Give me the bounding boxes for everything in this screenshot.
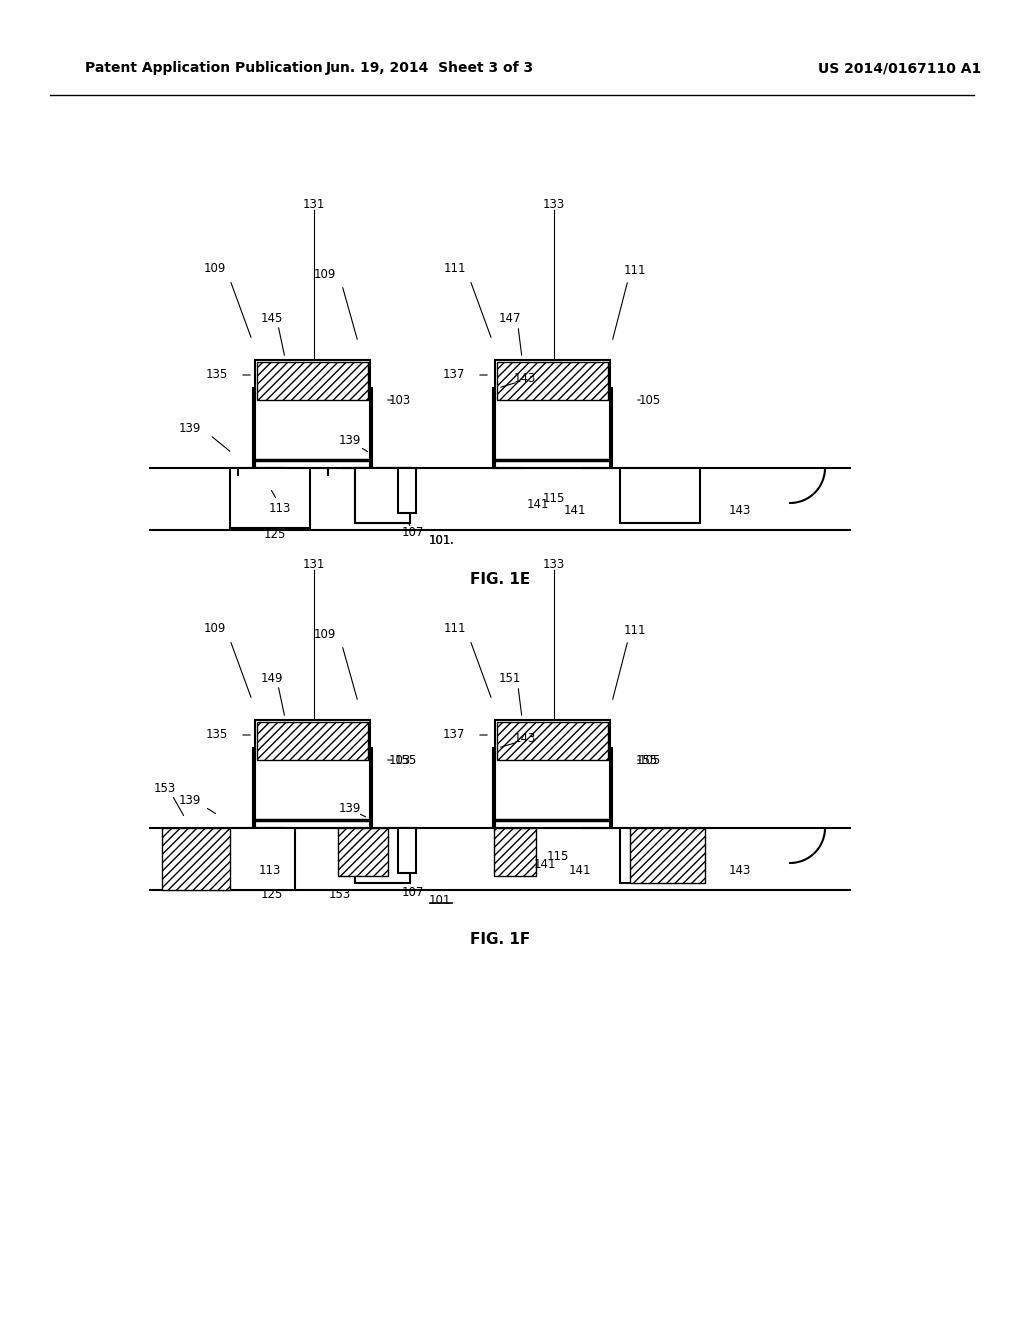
Text: FIG. 1E: FIG. 1E bbox=[470, 573, 530, 587]
Bar bbox=[215, 828, 295, 890]
Text: 109: 109 bbox=[313, 628, 336, 642]
Text: 153: 153 bbox=[329, 888, 351, 902]
Text: 143: 143 bbox=[729, 503, 752, 516]
Text: 109: 109 bbox=[204, 261, 226, 275]
Text: 141: 141 bbox=[564, 503, 587, 516]
Bar bbox=[230, 469, 310, 528]
Text: 101: 101 bbox=[429, 533, 452, 546]
Text: 147: 147 bbox=[499, 312, 521, 325]
Text: 137: 137 bbox=[442, 729, 465, 742]
Text: 131: 131 bbox=[303, 558, 326, 572]
Text: 133: 133 bbox=[543, 558, 565, 572]
Text: 135: 135 bbox=[206, 368, 228, 381]
Bar bbox=[398, 828, 416, 873]
Bar bbox=[620, 469, 700, 523]
Text: 141: 141 bbox=[568, 863, 591, 876]
Bar bbox=[338, 828, 388, 876]
Text: 139: 139 bbox=[179, 793, 201, 807]
Text: US 2014/0167110 A1: US 2014/0167110 A1 bbox=[818, 61, 982, 75]
Text: 125: 125 bbox=[261, 888, 284, 902]
Text: 131: 131 bbox=[303, 198, 326, 211]
Text: 125: 125 bbox=[264, 528, 286, 541]
Text: 103: 103 bbox=[389, 754, 411, 767]
Text: 105: 105 bbox=[639, 393, 662, 407]
Bar bbox=[257, 722, 368, 760]
Bar bbox=[257, 362, 368, 400]
Text: 139: 139 bbox=[179, 421, 201, 434]
Text: 109: 109 bbox=[204, 622, 226, 635]
Text: 141: 141 bbox=[534, 858, 556, 870]
Bar bbox=[255, 360, 370, 469]
Text: 111: 111 bbox=[624, 623, 646, 636]
Text: 143: 143 bbox=[514, 731, 537, 744]
Text: 115: 115 bbox=[543, 491, 565, 504]
Text: 155: 155 bbox=[395, 754, 417, 767]
Text: 137: 137 bbox=[442, 368, 465, 381]
Bar bbox=[497, 722, 608, 760]
Text: FIG. 1F: FIG. 1F bbox=[470, 932, 530, 948]
Text: 143: 143 bbox=[729, 863, 752, 876]
Text: 111: 111 bbox=[443, 261, 466, 275]
Bar bbox=[494, 828, 536, 876]
Text: 115: 115 bbox=[547, 850, 569, 862]
Text: 113: 113 bbox=[259, 863, 282, 876]
Text: 139: 139 bbox=[339, 433, 361, 446]
Text: 111: 111 bbox=[443, 622, 466, 635]
Bar bbox=[162, 828, 230, 890]
Text: 111: 111 bbox=[624, 264, 646, 276]
Text: 155: 155 bbox=[636, 754, 658, 767]
Text: 151: 151 bbox=[499, 672, 521, 685]
Bar bbox=[630, 828, 705, 883]
Text: 101: 101 bbox=[429, 894, 452, 907]
Text: 101: 101 bbox=[429, 533, 452, 546]
Text: Patent Application Publication: Patent Application Publication bbox=[85, 61, 323, 75]
Bar bbox=[355, 469, 410, 523]
Text: 109: 109 bbox=[313, 268, 336, 281]
Bar bbox=[355, 469, 410, 523]
Text: 153: 153 bbox=[154, 781, 176, 795]
Text: 133: 133 bbox=[543, 198, 565, 211]
Text: 103: 103 bbox=[389, 393, 411, 407]
Bar bbox=[255, 719, 370, 828]
Text: 105: 105 bbox=[639, 754, 662, 767]
Text: 139: 139 bbox=[339, 801, 361, 814]
Bar bbox=[398, 469, 416, 513]
Text: 113: 113 bbox=[269, 502, 291, 515]
Text: 149: 149 bbox=[261, 672, 284, 685]
Bar bbox=[620, 828, 700, 883]
Bar bbox=[495, 719, 610, 828]
Text: 143: 143 bbox=[514, 371, 537, 384]
Text: 107: 107 bbox=[401, 886, 424, 899]
Text: 135: 135 bbox=[206, 729, 228, 742]
Bar bbox=[355, 828, 410, 883]
Bar bbox=[495, 360, 610, 469]
Text: 107: 107 bbox=[401, 525, 424, 539]
Text: 145: 145 bbox=[261, 312, 284, 325]
Text: Jun. 19, 2014  Sheet 3 of 3: Jun. 19, 2014 Sheet 3 of 3 bbox=[326, 61, 535, 75]
Bar bbox=[497, 362, 608, 400]
Text: 141: 141 bbox=[526, 498, 549, 511]
